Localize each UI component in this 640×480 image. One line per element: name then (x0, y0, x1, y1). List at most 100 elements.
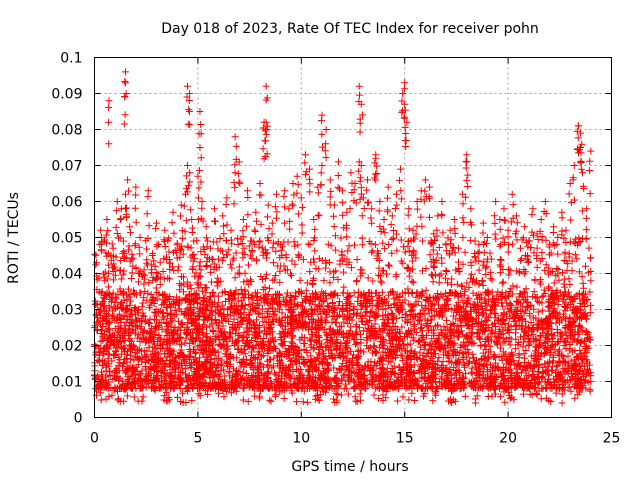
data-point (311, 294, 319, 302)
data-point (354, 293, 362, 301)
data-point (299, 256, 307, 264)
data-point (293, 351, 301, 359)
data-point (425, 346, 433, 354)
data-point (338, 377, 346, 385)
data-point (532, 343, 540, 351)
data-point (549, 307, 557, 315)
data-point (460, 291, 468, 299)
data-point (357, 305, 365, 313)
data-point (193, 368, 201, 376)
data-point (523, 364, 531, 372)
data-point (276, 362, 284, 370)
data-point (310, 345, 318, 353)
data-point (143, 259, 151, 267)
data-point (148, 324, 156, 332)
data-point (353, 360, 361, 368)
data-point (563, 292, 571, 300)
data-point (206, 310, 214, 318)
data-point (287, 294, 295, 302)
data-point (288, 308, 296, 316)
data-point (330, 364, 338, 372)
data-point (459, 381, 467, 389)
data-point (317, 302, 325, 310)
data-point (129, 254, 137, 262)
data-point (168, 366, 176, 374)
data-point (379, 348, 387, 356)
data-point (488, 321, 496, 329)
data-point (482, 306, 490, 314)
data-point (170, 337, 178, 345)
data-point (239, 368, 247, 376)
data-point (164, 237, 172, 245)
data-point (181, 357, 189, 365)
data-point (271, 297, 279, 305)
data-point (576, 377, 584, 385)
data-point (229, 256, 237, 264)
data-point (160, 392, 168, 400)
data-point (456, 304, 464, 311)
data-point (109, 289, 117, 297)
data-point (574, 370, 582, 378)
data-point (554, 314, 562, 322)
data-point (559, 380, 567, 388)
data-point (102, 320, 110, 328)
data-point (231, 274, 239, 282)
data-point (467, 274, 475, 282)
data-point (430, 262, 438, 270)
data-point (273, 377, 281, 385)
data-point (397, 236, 405, 244)
data-point (205, 381, 213, 389)
data-point (171, 358, 179, 366)
data-point (385, 291, 393, 299)
data-point (152, 284, 160, 292)
data-point (403, 329, 411, 337)
data-point (111, 298, 119, 306)
data-point (240, 278, 248, 286)
data-point (306, 241, 314, 249)
data-point (568, 257, 576, 265)
data-point (499, 278, 507, 286)
data-point (185, 304, 193, 312)
data-point (440, 333, 448, 341)
data-point (241, 350, 249, 358)
data-point (126, 330, 134, 338)
data-point (97, 300, 105, 308)
data-point (100, 347, 108, 355)
data-point (166, 265, 174, 273)
data-point (547, 311, 555, 319)
data-point (293, 343, 301, 351)
data-point (291, 295, 299, 303)
data-point (431, 338, 439, 346)
data-point (468, 270, 476, 278)
data-point (578, 326, 586, 334)
data-point (108, 391, 116, 399)
data-point (278, 328, 286, 336)
data-point (368, 374, 376, 382)
data-point (553, 362, 561, 370)
data-point (181, 307, 189, 315)
data-point (209, 328, 217, 336)
data-point (404, 341, 412, 349)
data-point (211, 260, 219, 268)
data-point (216, 342, 224, 350)
data-point (314, 395, 322, 403)
data-point (237, 363, 245, 371)
data-point (438, 313, 446, 321)
data-point (456, 349, 464, 357)
data-point (255, 381, 263, 389)
data-point (194, 371, 202, 379)
data-point (336, 257, 344, 265)
data-point (517, 308, 525, 316)
data-point (570, 317, 578, 325)
data-point (398, 323, 406, 331)
data-point (498, 356, 506, 364)
data-point (209, 337, 217, 345)
data-point (514, 306, 522, 314)
data-point (350, 241, 358, 249)
data-point (586, 288, 594, 296)
data-point (331, 306, 339, 314)
data-point (303, 279, 311, 287)
data-point (220, 393, 228, 401)
data-point (510, 318, 518, 326)
data-point (105, 261, 113, 269)
